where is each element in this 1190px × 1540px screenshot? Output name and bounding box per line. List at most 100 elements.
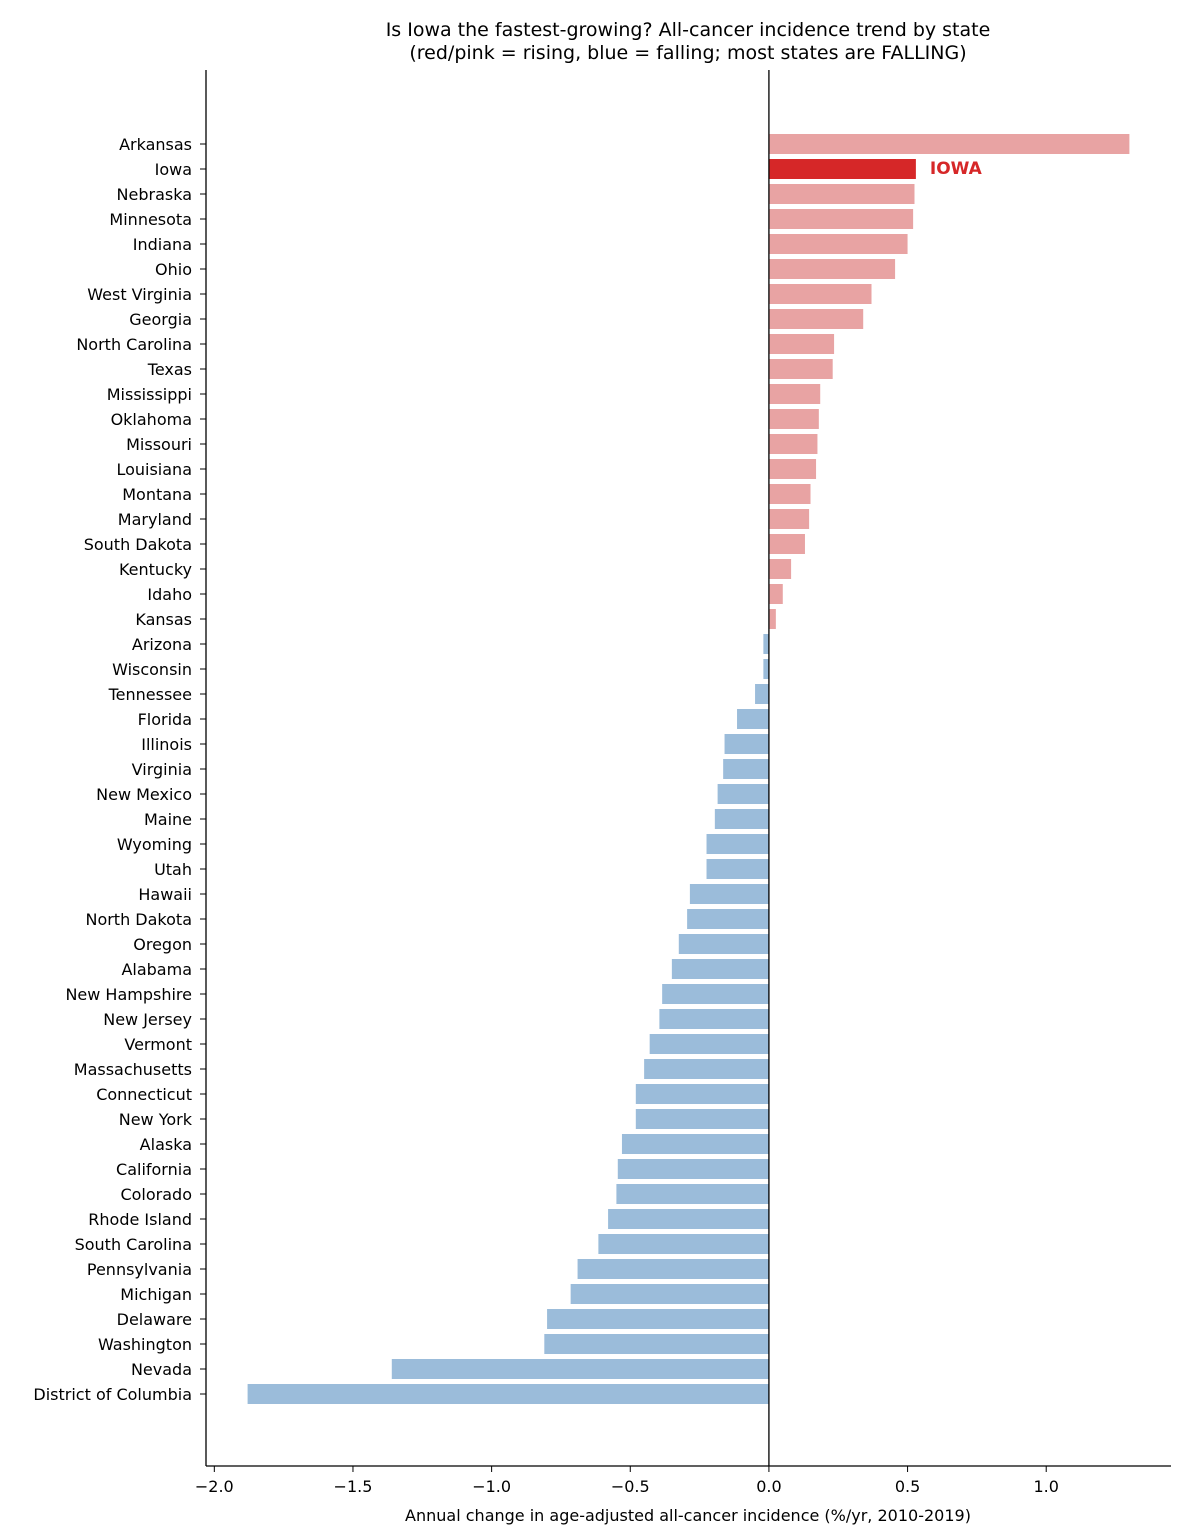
bar-virginia: [723, 759, 769, 779]
category-labels: Arkansas Iowa Nebraska Minnesota Indiana Ohio…: [33, 135, 206, 1404]
category-label-district-of-columbia: District of Columbia: [33, 1385, 192, 1404]
bar-tennessee: [755, 684, 769, 704]
category-label-new-jersey: New Jersey: [103, 1010, 192, 1029]
bar-west-virginia: [768, 284, 872, 304]
bar-arkansas: [768, 134, 1130, 154]
category-label-florida: Florida: [138, 710, 192, 729]
bar-alabama: [671, 959, 769, 979]
bar-new-jersey: [659, 1009, 769, 1029]
category-label-louisiana: Louisiana: [116, 460, 192, 479]
bar-maine: [714, 809, 769, 829]
bar-indiana: [768, 234, 908, 254]
category-label-new-hampshire: New Hampshire: [65, 985, 192, 1004]
category-label-michigan: Michigan: [120, 1285, 192, 1304]
x-tick-label: −0.5: [611, 1477, 650, 1496]
category-label-maryland: Maryland: [118, 510, 192, 529]
category-label-alaska: Alaska: [140, 1135, 192, 1154]
x-axis-label: Annual change in age-adjusted all-cancer…: [405, 1506, 971, 1525]
axes-group: [205, 70, 1171, 1467]
bar-oregon: [678, 934, 769, 954]
category-label-nevada: Nevada: [131, 1360, 192, 1379]
bar-oklahoma: [768, 409, 819, 429]
bar-north-carolina: [768, 334, 835, 354]
iowa-annotation: IOWA: [930, 159, 983, 179]
category-label-hawaii: Hawaii: [138, 885, 192, 904]
category-label-texas: Texas: [147, 360, 192, 379]
bar-kansas: [768, 609, 776, 629]
bar-delaware: [547, 1309, 769, 1329]
bar-utah: [706, 859, 769, 879]
category-label-pennsylvania: Pennsylvania: [87, 1260, 192, 1279]
bar-ohio: [768, 259, 896, 279]
category-label-washington: Washington: [98, 1335, 192, 1354]
bar-nebraska: [768, 184, 915, 204]
bar-montana: [768, 484, 811, 504]
category-label-alabama: Alabama: [121, 960, 192, 979]
bar-colorado: [616, 1184, 769, 1204]
bar-massachusetts: [644, 1059, 769, 1079]
bar-new-york: [635, 1109, 769, 1129]
category-label-ohio: Ohio: [155, 260, 192, 279]
category-label-california: California: [116, 1160, 192, 1179]
category-label-kansas: Kansas: [135, 610, 192, 629]
category-label-oklahoma: Oklahoma: [111, 410, 192, 429]
category-label-massachusetts: Massachusetts: [74, 1060, 192, 1079]
bar-connecticut: [635, 1084, 769, 1104]
category-label-north-dakota: North Dakota: [85, 910, 192, 929]
bar-rhode-island: [608, 1209, 769, 1229]
bar-washington: [544, 1334, 769, 1354]
category-label-illinois: Illinois: [141, 735, 192, 754]
category-label-connecticut: Connecticut: [96, 1085, 192, 1104]
category-label-rhode-island: Rhode Island: [88, 1210, 192, 1229]
bar-wyoming: [706, 834, 769, 854]
category-label-new-mexico: New Mexico: [96, 785, 192, 804]
category-label-new-york: New York: [119, 1110, 193, 1129]
chart-title-line1: Is Iowa the fastest-growing? All-cancer …: [386, 19, 991, 41]
bar-missouri: [768, 434, 818, 454]
bar-vermont: [649, 1034, 769, 1054]
category-label-arizona: Arizona: [132, 635, 192, 654]
category-label-nebraska: Nebraska: [117, 185, 192, 204]
bar-illinois: [724, 734, 769, 754]
bar-louisiana: [768, 459, 817, 479]
category-label-wisconsin: Wisconsin: [112, 660, 192, 679]
bar-georgia: [768, 309, 864, 329]
category-label-kentucky: Kentucky: [119, 560, 192, 579]
x-tick-label: −1.0: [472, 1477, 511, 1496]
x-tick-label: 0.0: [756, 1477, 781, 1496]
category-label-wyoming: Wyoming: [117, 835, 192, 854]
category-label-oregon: Oregon: [133, 935, 192, 954]
category-label-south-dakota: South Dakota: [84, 535, 192, 554]
category-label-tennessee: Tennessee: [108, 685, 192, 704]
category-label-montana: Montana: [122, 485, 192, 504]
x-tick-label: 1.0: [1033, 1477, 1058, 1496]
category-label-west-virginia: West Virginia: [87, 285, 192, 304]
bar-new-hampshire: [662, 984, 769, 1004]
bar-kentucky: [768, 559, 792, 579]
category-label-delaware: Delaware: [117, 1310, 192, 1329]
category-label-virginia: Virginia: [132, 760, 192, 779]
bar-south-dakota: [768, 534, 805, 554]
bar-iowa: [768, 159, 916, 179]
bar-idaho: [768, 584, 783, 604]
x-ticks: −2.0 −1.5 −1.0 −0.5 0.0 0.5 1.0: [195, 1466, 1059, 1496]
category-label-indiana: Indiana: [133, 235, 192, 254]
bar-alaska: [621, 1134, 769, 1154]
bars-group: [247, 134, 1130, 1404]
x-tick-label: 0.5: [895, 1477, 920, 1496]
bar-california: [617, 1159, 769, 1179]
category-label-colorado: Colorado: [120, 1185, 192, 1204]
bar-north-dakota: [687, 909, 769, 929]
category-label-maine: Maine: [144, 810, 192, 829]
category-label-vermont: Vermont: [124, 1035, 192, 1054]
bar-michigan: [570, 1284, 769, 1304]
category-label-idaho: Idaho: [147, 585, 192, 604]
bar-arizona: [763, 634, 769, 654]
bar-florida: [737, 709, 769, 729]
chart-title-line2: (red/pink = rising, blue = falling; most…: [409, 42, 966, 64]
category-label-utah: Utah: [154, 860, 192, 879]
bar-maryland: [768, 509, 810, 529]
category-label-minnesota: Minnesota: [109, 210, 192, 229]
category-label-georgia: Georgia: [129, 310, 192, 329]
